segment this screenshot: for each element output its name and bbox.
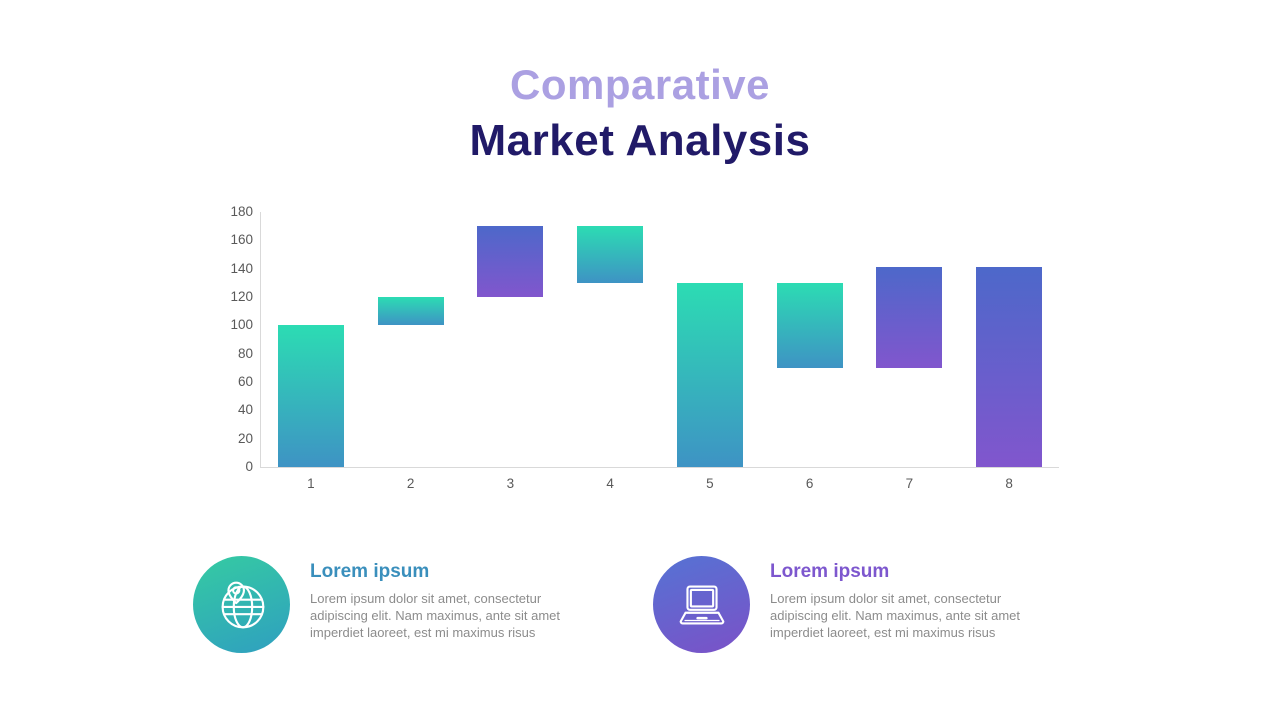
x-axis-tick-label: 6	[805, 476, 814, 491]
feature-body: Lorem ipsum dolor sit amet, consectetur …	[770, 590, 1020, 641]
waterfall-bar-3	[477, 226, 544, 297]
waterfall-bar-5	[676, 282, 743, 467]
title-line-1: Comparative	[510, 61, 770, 108]
title-block: Comparative Market Analysis	[0, 61, 1280, 167]
x-axis-tick-label: 5	[706, 476, 714, 491]
y-axis-tick-label: 120	[230, 289, 253, 304]
y-axis-tick-label: 60	[237, 374, 253, 389]
y-axis-tick-label: 180	[230, 204, 253, 219]
globe-pin-icon	[221, 581, 264, 628]
chart-plot-area: 1 2 3 4 5 6 7 8 0 20 40 60 80 100 120 140 160 180	[230, 205, 1059, 491]
feature-heading: Lorem ipsum	[310, 561, 430, 582]
feature-text-globe: Lorem ipsum Lorem ipsum dolor sit amet, …	[310, 561, 590, 642]
y-axis-tick-label: 40	[237, 402, 253, 418]
waterfall-bar-1	[277, 325, 344, 467]
y-axis-tick-label: 0	[245, 459, 253, 474]
y-axis-tick-label: 160	[230, 232, 253, 248]
waterfall-bar-2	[377, 297, 444, 326]
waterfall-bar-4	[577, 226, 644, 283]
waterfall-bar-8	[976, 267, 1043, 467]
globe-icon-circle	[193, 556, 290, 653]
waterfall-bar-6	[776, 282, 843, 368]
laptop-icon	[679, 585, 724, 624]
feature-heading: Lorem ipsum	[770, 561, 890, 582]
feature-body: Lorem ipsum dolor sit amet, consectetur …	[310, 590, 560, 641]
waterfall-bar-7	[876, 267, 943, 368]
x-axis-tick-label: 4	[606, 476, 614, 491]
x-axis-tick-label: 7	[905, 476, 914, 491]
x-axis-tick-label: 8	[1005, 476, 1013, 491]
y-axis-tick-label: 20	[237, 430, 253, 446]
x-axis-tick-label: 1	[307, 476, 315, 491]
feature-text-laptop: Lorem ipsum Lorem ipsum dolor sit amet, …	[770, 561, 1050, 642]
laptop-icon-circle	[653, 556, 750, 653]
x-axis-tick-label: 3	[506, 476, 515, 491]
title-line-2: Market Analysis	[469, 116, 811, 166]
y-axis-tick-label: 100	[230, 317, 253, 333]
y-axis-tick-label: 140	[230, 260, 253, 276]
y-axis-tick-label: 80	[237, 345, 253, 361]
x-axis-tick-label: 2	[406, 476, 415, 491]
waterfall-chart: 1 2 3 4 5 6 7 8 0 20 40 60 80 100 120 140 160 180	[230, 205, 1059, 491]
